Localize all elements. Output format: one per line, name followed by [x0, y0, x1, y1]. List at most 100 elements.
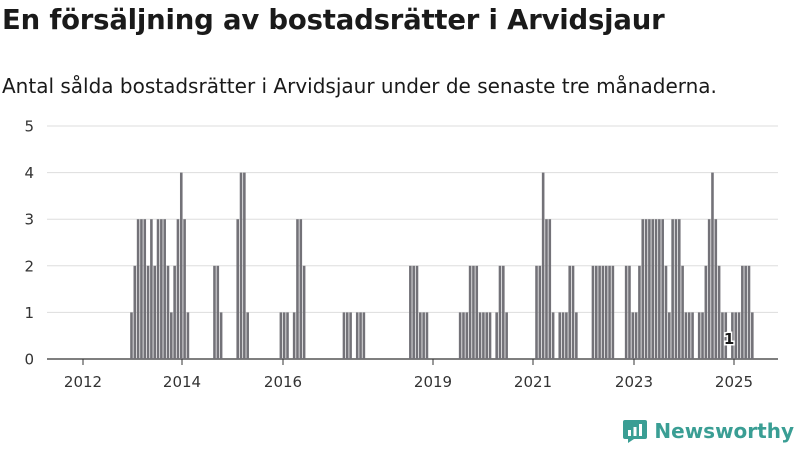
bar [419, 312, 422, 359]
bar [282, 312, 286, 359]
x-tick-label: 2023 [615, 373, 653, 391]
bar [717, 265, 721, 359]
y-tick-label: 1 [24, 304, 34, 322]
x-tick-label: 2019 [414, 373, 452, 391]
bar [478, 312, 482, 359]
bar [624, 265, 628, 359]
bar [551, 312, 555, 359]
bar [359, 312, 362, 359]
bar [236, 219, 240, 359]
bar [565, 312, 568, 359]
bar [734, 312, 738, 359]
bar [488, 312, 492, 359]
bar [697, 312, 701, 359]
bar [475, 265, 479, 359]
bar [183, 219, 186, 359]
y-tick-label: 4 [24, 164, 34, 182]
bar [299, 219, 303, 359]
bar [166, 265, 170, 359]
bar [146, 265, 150, 359]
bar [505, 312, 508, 359]
bar [638, 265, 641, 359]
y-tick-label: 0 [24, 351, 34, 369]
bar [362, 312, 366, 359]
bar [179, 172, 183, 359]
chart-subtitle: Antal sålda bostadsrätter i Arvidsjaur u… [2, 74, 717, 98]
bar [502, 265, 505, 359]
bar [170, 312, 173, 359]
bar [133, 265, 137, 359]
bar [246, 312, 249, 359]
bar [409, 265, 412, 359]
bar [425, 312, 429, 359]
data-label: 1 [724, 330, 734, 348]
bar [548, 219, 552, 359]
bar [498, 265, 502, 359]
bar [292, 312, 296, 359]
bar [296, 219, 299, 359]
bar [535, 265, 538, 359]
y-tick-label: 2 [24, 257, 34, 275]
bar [677, 219, 681, 359]
bar [140, 219, 143, 359]
bar [541, 172, 545, 359]
bar [545, 219, 548, 359]
bar [239, 172, 243, 359]
bar [422, 312, 425, 359]
bar [591, 265, 595, 359]
bar [468, 265, 472, 359]
bar [737, 312, 741, 359]
bar [744, 265, 747, 359]
bar [130, 312, 133, 359]
bar [668, 312, 671, 359]
bar [160, 219, 163, 359]
bar-chart-speech-bubble-icon [623, 420, 648, 443]
x-tick-label: 2025 [715, 373, 753, 391]
chart-title: En försäljning av bostadsrätter i Arvids… [2, 4, 665, 36]
bar [704, 265, 708, 359]
bar [173, 265, 176, 359]
bar [136, 219, 140, 359]
bar [462, 312, 465, 359]
bar [213, 265, 216, 359]
bar [608, 265, 611, 359]
bar [674, 219, 678, 359]
bar [594, 265, 598, 359]
bar [654, 219, 658, 359]
bar [634, 312, 638, 359]
bar [216, 265, 220, 359]
bar [731, 312, 734, 359]
bar [721, 312, 724, 359]
newsworthy-logo: Newsworthy [622, 416, 794, 446]
bar [415, 265, 419, 359]
bar [345, 312, 349, 359]
y-tick-label: 5 [24, 118, 34, 136]
bar [153, 265, 157, 359]
bar [482, 312, 485, 359]
bar [714, 219, 718, 359]
bar [741, 265, 744, 359]
bar [349, 312, 352, 359]
bar [495, 312, 498, 359]
bar [724, 312, 728, 359]
y-tick-label: 3 [24, 211, 34, 229]
bar [671, 219, 674, 359]
bar [751, 312, 754, 359]
bar [651, 219, 655, 359]
bar [558, 312, 562, 359]
x-tick-label: 2014 [163, 373, 201, 391]
bar [561, 312, 565, 359]
x-tick-label: 2016 [264, 373, 302, 391]
brand-name: Newsworthy [654, 419, 794, 443]
bar [701, 312, 704, 359]
bar [186, 312, 190, 359]
bar [219, 312, 223, 359]
bar [538, 265, 542, 359]
bar [641, 219, 645, 359]
bar [568, 265, 572, 359]
bar [664, 265, 668, 359]
bar [604, 265, 608, 359]
bar [611, 265, 615, 359]
bar [687, 312, 691, 359]
